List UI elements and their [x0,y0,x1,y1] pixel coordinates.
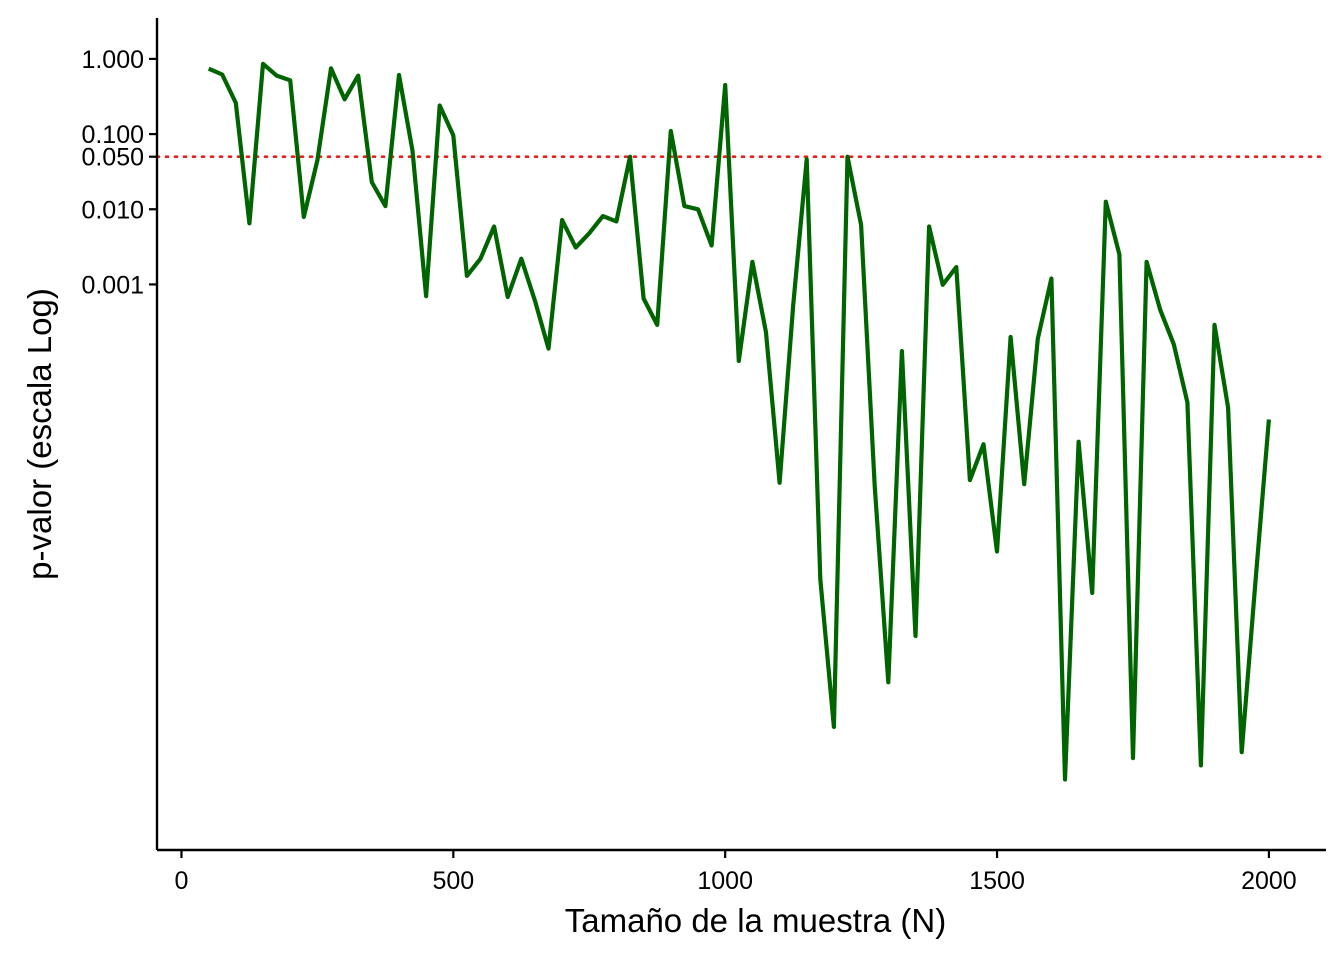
y-axis-title: p-valor (escala Log) [21,288,58,580]
p-value-series-line [207,61,1271,782]
y-tick-label: 0.001 [81,271,144,299]
x-tick-label: 2000 [1241,867,1297,895]
x-tick-label: 1500 [969,867,1025,895]
x-tick-label: 500 [432,867,474,895]
y-tick-label: 0.100 [81,121,144,149]
y-axis-ticks: 1.000 0.1000.050 0.010 0.001 [81,46,157,299]
y-tick-label: 1.000 [81,46,144,74]
x-tick-label: 0 [175,867,189,895]
y-tick-label: 0.050 [81,144,144,172]
series-layer [207,61,1271,782]
x-tick-label: 1000 [697,867,753,895]
y-tick-label: 0.010 [81,196,144,224]
x-axis-title: Tamaño de la muestra (N) [565,902,946,939]
x-axis-ticks: 0 500 1000 1500 2000 [175,850,1297,895]
